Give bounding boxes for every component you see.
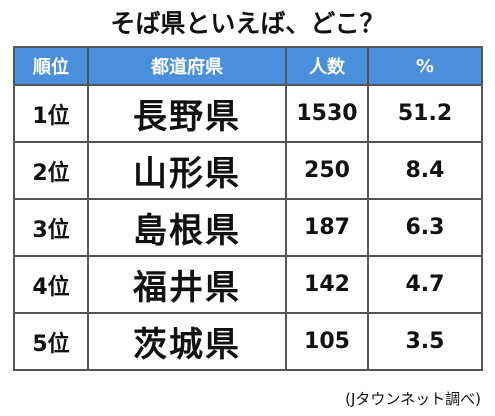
- count-cell: 1530: [285, 84, 369, 143]
- table-header: 順位 都道府県 人数 %: [13, 46, 483, 86]
- rank-cell: 5位: [13, 312, 89, 371]
- column-header: 都道府県: [87, 46, 287, 86]
- prefecture-cell: 長野県: [87, 84, 287, 143]
- rank-cell: 2位: [13, 141, 89, 200]
- ranking-table: 順位 都道府県 人数 % 1位 長野県 1530 51.2 2位 山形県 250 8.4 3位島…: [13, 46, 483, 371]
- prefecture-cell: 福井県: [87, 255, 287, 314]
- table-row: 4位 福井県 142 4.7: [13, 255, 483, 314]
- prefecture-cell: 山形県: [87, 141, 287, 200]
- percent-cell: 51.2: [367, 84, 483, 143]
- percent-cell: 8.4: [367, 141, 483, 200]
- count-cell: 142: [285, 255, 369, 314]
- rank-cell: 1位: [13, 84, 89, 143]
- percent-cell: 3.5: [367, 312, 483, 371]
- count-cell: 187: [285, 198, 369, 257]
- table-row: 3位 島根県 187 6.3: [13, 198, 483, 257]
- prefecture-cell: 茨城県: [87, 312, 287, 371]
- rank-cell: 4位: [13, 255, 89, 314]
- prefecture-cell: 島根県: [87, 198, 287, 257]
- source-note: (Jタウンネット調べ): [345, 390, 481, 408]
- column-header: 順位: [13, 46, 89, 86]
- rank-cell: 3位: [13, 198, 89, 257]
- table-body: 1位 長野県 1530 51.2 2位 山形県 250 8.4 3位 島根県 187 6.3 4位 福井県…: [13, 84, 483, 371]
- table-row: 5位 茨城県 105 3.5: [13, 312, 483, 371]
- count-cell: 105: [285, 312, 369, 371]
- count-cell: 250: [285, 141, 369, 200]
- table-row: 2位 山形県 250 8.4: [13, 141, 483, 200]
- percent-cell: 4.7: [367, 255, 483, 314]
- column-header: %: [367, 46, 483, 86]
- header-row: 順位 都道府県 人数 %: [13, 46, 483, 86]
- percent-cell: 6.3: [367, 198, 483, 257]
- table-row: 1位 長野県 1530 51.2: [13, 84, 483, 143]
- title: そば県といえば、どこ？: [110, 9, 385, 38]
- column-header: 人数: [285, 46, 369, 86]
